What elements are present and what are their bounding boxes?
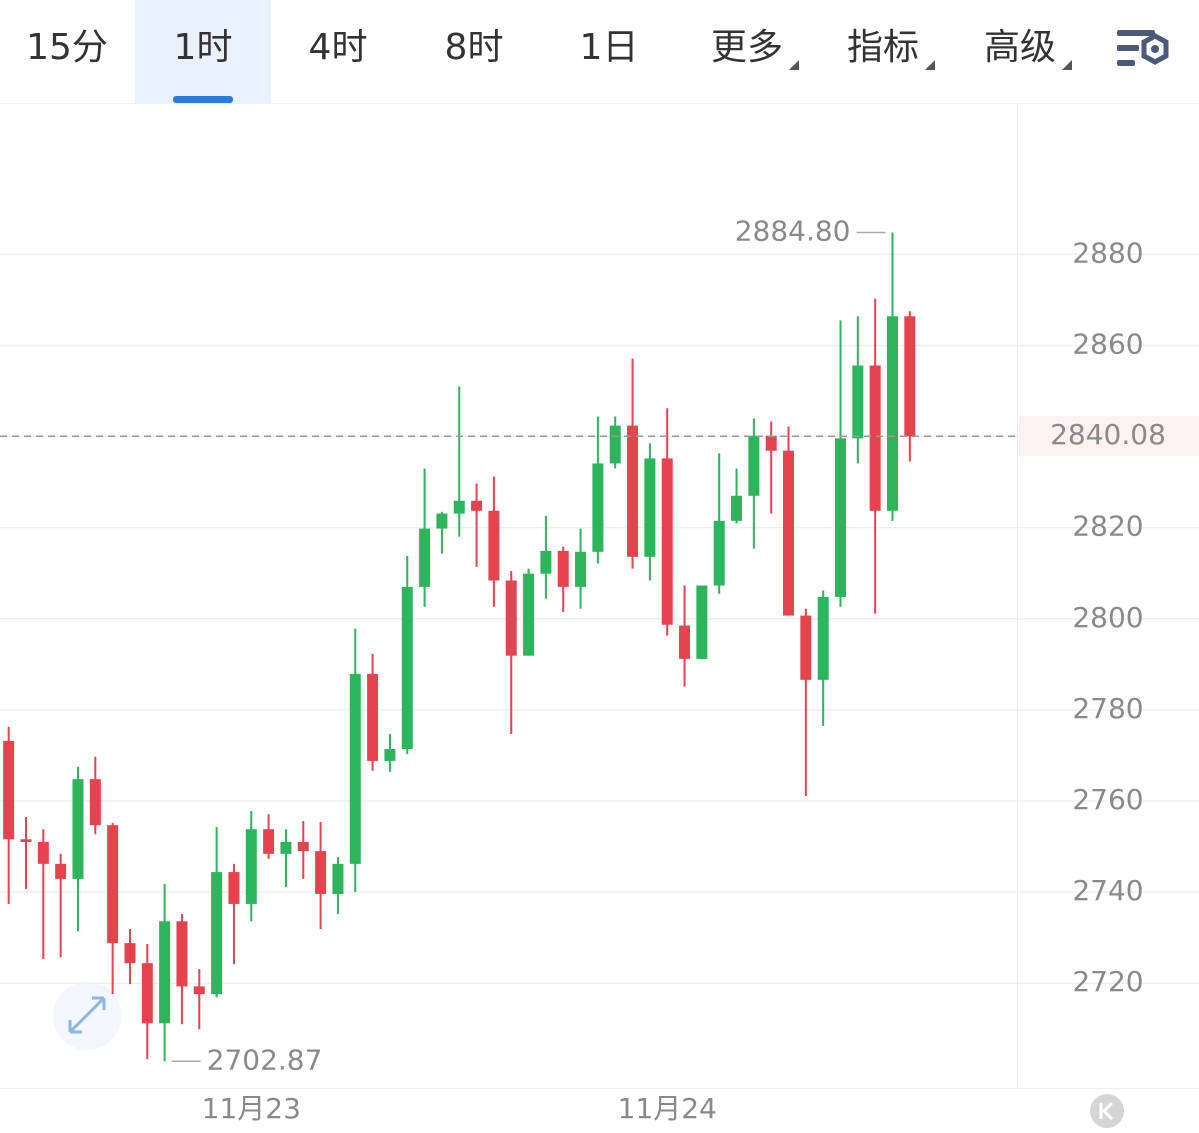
candle-body [263,829,275,854]
settings-icon[interactable] [1117,30,1169,66]
candle-body [124,943,136,964]
candle-body [72,779,84,879]
candle-body [3,740,15,840]
candle-body [401,586,413,750]
y-tick-label: 2780 [1072,692,1143,725]
candle-body [852,365,864,439]
candle-body [540,550,552,574]
candle-body [141,963,153,1024]
candle-body [280,842,292,854]
x-tick-label: 11月24 [618,1092,717,1125]
tab[interactable]: 8时 [445,27,504,68]
candle-body [869,365,881,511]
candle-body [679,625,691,659]
candle-body [453,500,465,514]
tab[interactable]: 4时 [309,27,368,68]
candle-body [89,779,101,826]
candle-body [419,528,431,587]
annotation-label: 2884.80 [735,214,851,247]
scroll-end-button[interactable] [1090,1094,1124,1128]
candle-body [297,842,309,852]
tab[interactable]: 更多 [711,27,783,68]
tab[interactable]: 1时 [174,27,233,68]
candle-body [817,596,829,680]
candle-body [55,863,67,879]
y-tick-label: 2880 [1072,236,1143,269]
candle-body [471,500,483,511]
candle-body [644,458,656,557]
candle-body [696,585,708,659]
candle-body [349,673,361,864]
y-tick-label: 2860 [1072,327,1143,360]
candle-body [211,872,223,995]
candle-body [228,872,240,904]
dropdown-caret [925,60,935,70]
candle-body [731,495,743,521]
tab[interactable]: 指标 [847,27,919,68]
candle-body [384,749,396,761]
candle-body [436,513,448,529]
candle-body [505,580,517,656]
candle-body [783,450,795,616]
candle-body [176,921,188,987]
y-tick-label: 2820 [1072,510,1143,543]
candle-body [748,435,760,496]
candle-body [765,435,777,451]
x-tick-label: 11月23 [202,1092,301,1125]
last-price-label: 2840.08 [1050,418,1166,451]
candle-body [609,425,621,464]
y-tick-label: 2800 [1072,601,1143,634]
candle-body [800,615,812,680]
candle-body [488,510,500,581]
y-tick-label: 2720 [1072,965,1143,998]
candle-body [107,825,119,944]
candle-body [661,458,673,625]
candle-body [886,316,898,511]
y-tick-label: 2760 [1072,783,1143,816]
candle-body [592,463,604,552]
fullscreen-button[interactable] [53,982,121,1050]
candle-body [37,842,49,864]
last-price-bg [1019,416,1199,457]
tab[interactable]: 15分 [26,27,108,68]
tab-indicator [173,96,233,103]
candle-body [904,316,916,437]
dropdown-caret [1062,60,1072,70]
candle-body [332,863,344,894]
candle-body [315,851,327,894]
annotation-label: 2702.87 [207,1043,323,1076]
tab-selected-bg [135,0,271,103]
candle-body [367,673,379,761]
tab[interactable]: 高级 [984,27,1056,68]
candle-body [159,921,171,1024]
tab[interactable]: 1日 [580,27,639,68]
candle-body [575,551,587,587]
candle-body [627,425,639,557]
dropdown-caret [789,60,799,70]
candle-body [20,839,32,842]
candle-body [835,438,847,597]
candle-body [713,520,725,586]
candle-body [245,829,257,904]
candle-body [557,550,569,587]
y-tick-label: 2740 [1072,874,1143,907]
candle-body [193,986,205,995]
candle-body [523,573,535,656]
